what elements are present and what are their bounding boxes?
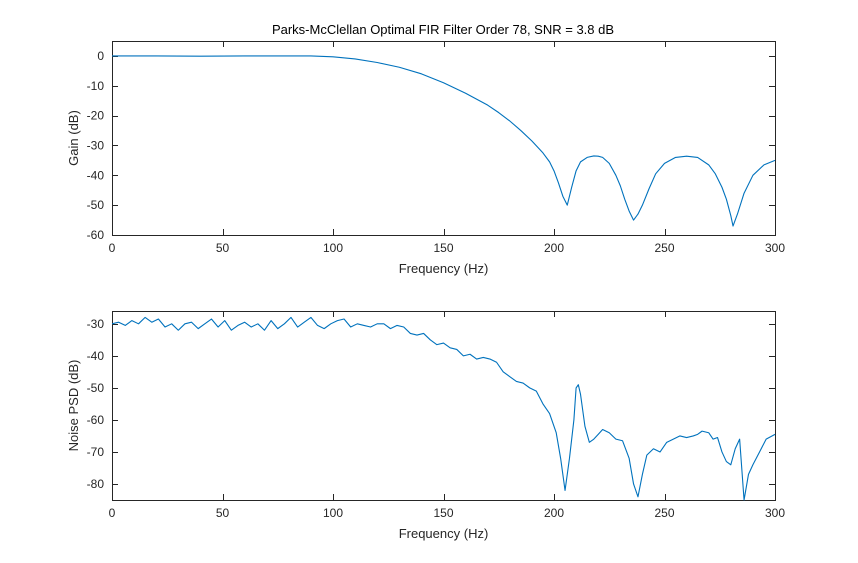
noise-psd-x-tick-label: 300 xyxy=(765,506,785,520)
noise-psd-y-tick-label: -60 xyxy=(87,413,105,427)
noise-psd-axes: 0 50 100 150 200 250 300 -30 -40 -50 -60 -70 -80 Freq… xyxy=(66,311,785,541)
gain-y-tick-label: -10 xyxy=(87,79,105,93)
gain-x-tick-label: 50 xyxy=(216,241,230,255)
noise-psd-series-line xyxy=(112,316,776,501)
gain-y-tick-label: -40 xyxy=(87,168,105,182)
gain-x-tick-label: 150 xyxy=(433,241,453,255)
noise-psd-x-tick-label: 100 xyxy=(323,506,343,520)
noise-psd-y-tick-label: -70 xyxy=(87,445,105,459)
noise-psd-x-tick-label: 150 xyxy=(433,506,453,520)
gain-y-tick-label: -20 xyxy=(87,109,105,123)
gain-series-line xyxy=(112,55,776,227)
noise-psd-x-axis-label: Frequency (Hz) xyxy=(399,526,489,541)
gain-y-tick-label: 0 xyxy=(97,49,104,63)
noise-psd-x-tick-label: 0 xyxy=(109,506,116,520)
noise-psd-x-tick-label: 250 xyxy=(654,506,674,520)
noise-psd-x-tick-label: 200 xyxy=(544,506,564,520)
gain-x-tick-label: 250 xyxy=(654,241,674,255)
noise-psd-y-tick-label: -40 xyxy=(87,349,105,363)
gain-x-tick-label: 0 xyxy=(109,241,116,255)
gain-x-tick-label: 200 xyxy=(544,241,564,255)
gain-axes: 0 50 100 150 200 250 300 0 -10 -20 -30 -40 -50 -60 Fre… xyxy=(66,41,785,276)
noise-psd-y-tick-label: -50 xyxy=(87,381,105,395)
gain-y-tick-label: -30 xyxy=(87,138,105,152)
gain-y-axis-label: Gain (dB) xyxy=(66,110,81,166)
noise-psd-y-tick-label: -80 xyxy=(87,477,105,491)
gain-plot-area xyxy=(112,41,776,236)
gain-x-tick-label: 300 xyxy=(765,241,785,255)
noise-psd-y-axis-label: Noise PSD (dB) xyxy=(66,360,81,452)
chart-title: Parks-McClellan Optimal FIR Filter Order… xyxy=(272,22,614,37)
noise-psd-x-tick-label: 50 xyxy=(216,506,230,520)
noise-psd-plot-area xyxy=(112,311,776,501)
noise-psd-y-tick-label: -30 xyxy=(87,317,105,331)
gain-y-tick-label: -60 xyxy=(87,228,105,242)
gain-y-tick-label: -50 xyxy=(87,198,105,212)
gain-x-axis-label: Frequency (Hz) xyxy=(399,261,489,276)
gain-x-tick-label: 100 xyxy=(323,241,343,255)
